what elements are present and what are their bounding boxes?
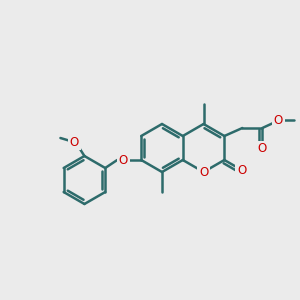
Text: O: O: [199, 166, 208, 178]
Text: O: O: [237, 164, 246, 176]
Text: O: O: [118, 154, 128, 166]
Text: O: O: [258, 142, 267, 155]
Text: O: O: [274, 113, 283, 127]
Text: O: O: [70, 136, 79, 148]
